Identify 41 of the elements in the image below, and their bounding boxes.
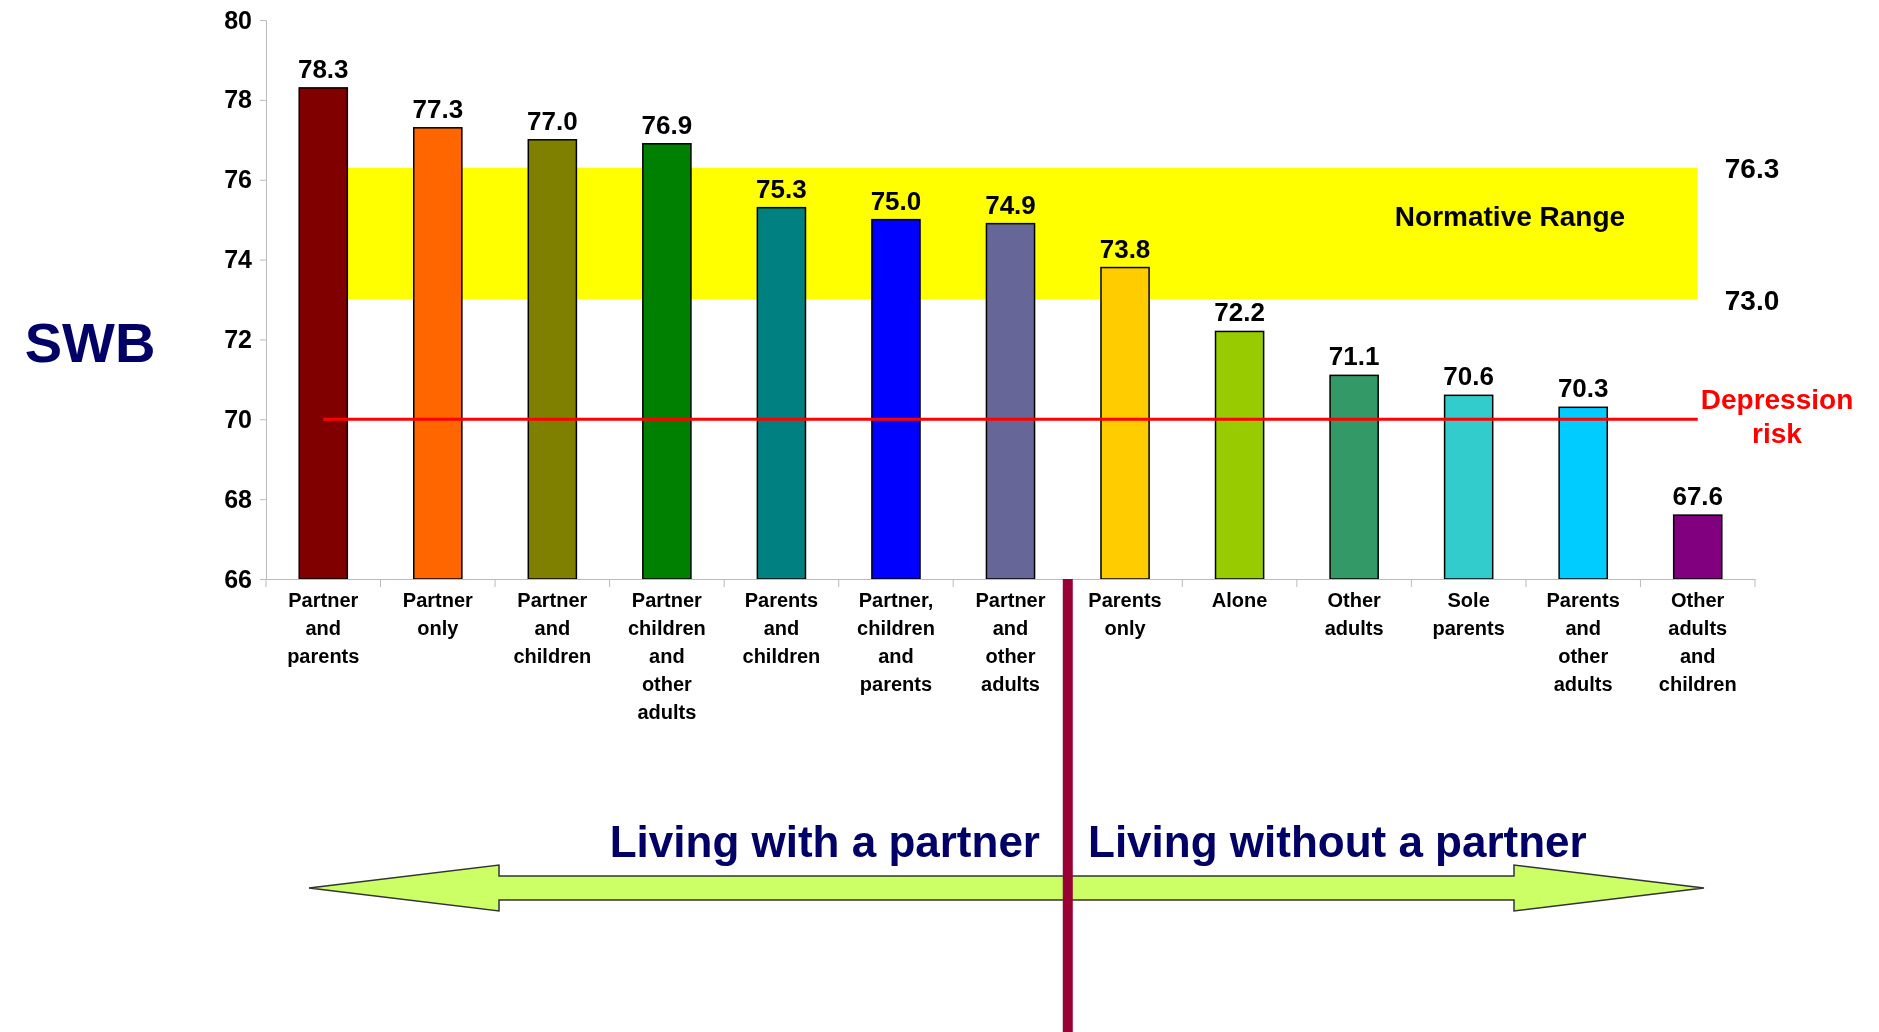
x-tick-label: Partner children and other adults — [627, 589, 706, 724]
x-tick-label: Partner and other adults — [975, 589, 1046, 696]
data-label: 70.6 — [1443, 361, 1494, 392]
text: 73.0 — [1724, 284, 1780, 316]
y-tick-label: 68 — [224, 484, 253, 513]
data-label: 71.1 — [1328, 341, 1380, 372]
x-tick-label: Sole parents — [1432, 589, 1505, 640]
y-tick-label: 66 — [224, 564, 252, 593]
data-label: 73.8 — [1099, 233, 1151, 264]
data-label: 67.6 — [1672, 481, 1724, 512]
band-label: Normative Range — [1394, 200, 1626, 232]
x-tick-label: Other adults — [1324, 589, 1384, 640]
data-label: 78.3 — [297, 53, 349, 84]
ref-line-label: Depression risk — [1700, 384, 1854, 450]
text: 76.3 — [1724, 152, 1780, 184]
data-label: 76.9 — [641, 109, 693, 140]
y-tick-label: 78 — [224, 85, 253, 114]
data-label: 72.2 — [1214, 297, 1265, 328]
y-tick-label: 70 — [224, 404, 252, 433]
data-label: 75.3 — [756, 173, 807, 204]
x-tick-label: Other adults and children — [1658, 589, 1737, 696]
x-tick-label: Parents and children — [742, 589, 821, 668]
data-label: 74.9 — [985, 189, 1036, 220]
data-label: 77.3 — [412, 93, 464, 124]
y-axis-title: SWB — [24, 311, 156, 374]
y-tick-label: 76 — [224, 165, 252, 194]
x-tick-label: Parents and other adults — [1546, 589, 1620, 696]
y-tick-label: 74 — [224, 245, 253, 274]
x-tick-label: Partner and children — [513, 589, 592, 668]
data-label: 70.3 — [1557, 373, 1609, 404]
text: Living with a partner — [609, 817, 1040, 866]
data-label: 77.0 — [527, 105, 578, 136]
x-tick-label: Partner, children and parents — [857, 589, 935, 696]
x-tick-label: Partner only — [402, 589, 474, 640]
x-tick-label: Partner and parents — [287, 589, 360, 668]
y-tick-label: 72 — [224, 324, 252, 353]
data-label: 75.0 — [870, 185, 922, 216]
text: Living without a partner — [1088, 817, 1587, 866]
x-tick-label: Alone — [1211, 589, 1268, 612]
y-tick-label: 80 — [224, 5, 252, 34]
x-tick-label: Parents only — [1088, 589, 1162, 640]
